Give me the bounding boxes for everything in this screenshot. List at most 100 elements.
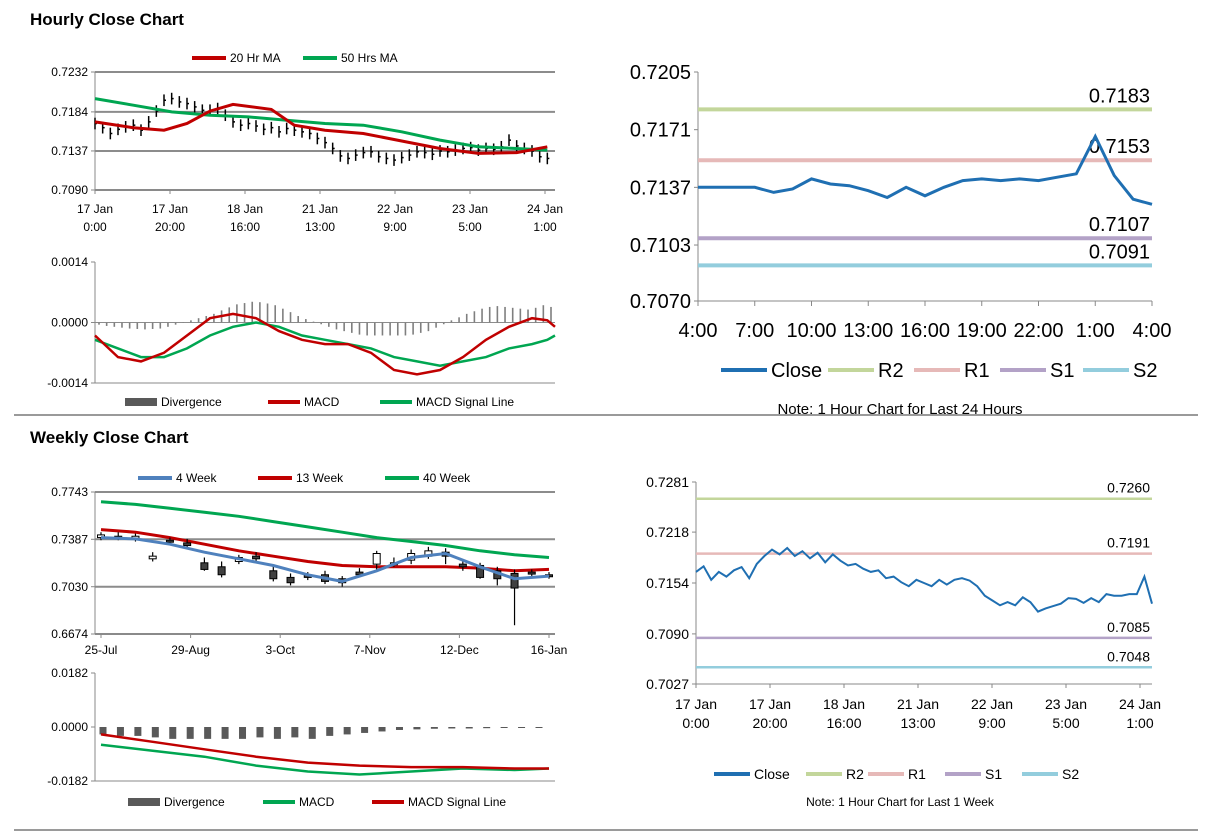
hourly-macd-ytick-label: 0.0014 (51, 255, 88, 269)
weekly-40w-line (100, 500, 550, 559)
hourly-24h-xtick-label: 4:00 (679, 320, 718, 342)
hourly-24h-close-line (698, 133, 1153, 206)
weekly-1w-xtick-label: 21 Jan (897, 696, 939, 712)
hourly-section-title: Hourly Close Chart (30, 10, 184, 29)
weekly-macd-legend-label: Divergence (164, 795, 225, 809)
hourly-price-xtick-label: 9:00 (383, 220, 407, 234)
weekly-1w-ytick-label: 0.7281 (646, 474, 689, 490)
weekly-macd-line (100, 743, 550, 776)
weekly-1w-xtick-label: 16:00 (826, 715, 861, 731)
weekly-4w-line (100, 536, 550, 583)
weekly-macd-ytick-label: 0.0000 (51, 720, 88, 734)
weekly-divergence-bar (186, 727, 194, 739)
hourly-macd-legend-label: Divergence (161, 395, 222, 409)
weekly-price-ytick-label: 0.7387 (51, 532, 88, 546)
hourly-24h-xtick-label: 16:00 (900, 320, 950, 342)
weekly-1w-ytick-label: 0.7090 (646, 626, 689, 642)
weekly-1w-level-label: 0.7085 (1107, 619, 1150, 635)
hourly-24h-xtick-label: 10:00 (786, 320, 836, 342)
weekly-1w-xtick-label: 18 Jan (823, 696, 865, 712)
weekly-price-xtick-label: 12-Dec (440, 643, 479, 657)
weekly-divergence-bar (448, 727, 456, 729)
weekly-divergence-bar (169, 727, 177, 739)
hourly-24h-legend-label: R2 (878, 360, 904, 382)
hourly-24h-xtick-label: 13:00 (843, 320, 893, 342)
weekly-1w-xtick-label: 13:00 (900, 715, 935, 731)
weekly-candle-body (165, 539, 174, 543)
weekly-macd-legend-label: MACD Signal Line (408, 795, 506, 809)
weekly-divergence-bar (430, 727, 438, 729)
hourly-24h-xtick-label: 1:00 (1076, 320, 1115, 342)
weekly-1w-level-label: 0.7260 (1107, 480, 1150, 496)
hourly-macd-ytick-label: -0.0014 (47, 376, 88, 390)
hourly-24h-xtick-label: 4:00 (1133, 320, 1172, 342)
weekly-price-ytick-label: 0.7030 (51, 580, 88, 594)
weekly-divergence-bar (326, 727, 334, 736)
hourly-price-xtick-label: 21 Jan (302, 202, 338, 216)
weekly-divergence-bar (395, 727, 403, 730)
hourly-24h-xtick-label: 7:00 (735, 320, 774, 342)
weekly-1w-level-label: 0.7191 (1107, 535, 1150, 551)
weekly-divergence-bar (291, 727, 299, 738)
hourly-price-xtick-label: 16:00 (230, 220, 260, 234)
weekly-divergence-bar (273, 727, 281, 739)
hourly-24h-ytick-label: 0.7070 (630, 291, 691, 313)
weekly-divergence-bar (483, 727, 491, 729)
weekly-price-ytick-label: 0.7743 (51, 485, 88, 499)
hourly-macd-legend-swatch (125, 398, 157, 406)
weekly-macd-ytick-label: -0.0182 (47, 774, 88, 788)
hourly-24h-ytick-label: 0.7137 (630, 177, 691, 199)
weekly-1w-xtick-label: 5:00 (1052, 715, 1079, 731)
hourly-macd-line (94, 312, 556, 376)
weekly-1w-xtick-label: 23 Jan (1045, 696, 1087, 712)
weekly-macd-ytick-label: 0.0182 (51, 666, 88, 680)
weekly-divergence-bar (239, 727, 247, 739)
hourly-macd-ytick-label: 0.0000 (51, 316, 88, 330)
weekly-1w-level-label: 0.7048 (1107, 648, 1150, 664)
weekly-divergence-bar (413, 727, 421, 730)
hourly-price-xtick-label: 24 Jan (527, 202, 563, 216)
weekly-1w-ytick-label: 0.7218 (646, 524, 689, 540)
weekly-divergence-bar (378, 727, 386, 732)
weekly-1w-ytick-label: 0.7027 (646, 676, 689, 692)
weekly-divergence-bar (256, 727, 264, 738)
weekly-divergence-bar (308, 727, 316, 739)
hourly-24h-legend-label: R1 (964, 360, 990, 382)
weekly-candle-body (269, 570, 278, 580)
weekly-divergence-bar (221, 727, 229, 739)
weekly-divergence-bar (465, 727, 473, 729)
weekly-1w-xtick-label: 22 Jan (971, 696, 1013, 712)
weekly-price-xtick-label: 29-Aug (171, 643, 210, 657)
weekly-price-xtick-label: 3-Oct (266, 643, 296, 657)
hourly-24h-ytick-label: 0.7103 (630, 235, 691, 257)
hourly-price-ytick-label: 0.7090 (51, 183, 88, 197)
hourly-20ma-line (94, 102, 548, 155)
weekly-candle-body (372, 553, 381, 565)
weekly-1w-legend-label: Close (754, 766, 790, 782)
weekly-13w-line (100, 528, 550, 573)
weekly-1w-legend-label: R2 (846, 766, 864, 782)
weekly-1w-note: Note: 1 Hour Chart for Last 1 Week (806, 795, 995, 809)
weekly-1w-legend-label: S2 (1062, 766, 1079, 782)
weekly-candle-body (527, 571, 536, 575)
weekly-candle-body (252, 555, 261, 560)
weekly-macd-legend-label: MACD (299, 795, 335, 809)
weekly-1w-xtick-label: 1:00 (1126, 715, 1153, 731)
weekly-divergence-bar (500, 727, 508, 728)
weekly-price-legend-label: 40 Week (423, 471, 471, 485)
weekly-price-xtick-label: 7-Nov (354, 643, 386, 657)
hourly-50ma-line (94, 97, 548, 152)
hourly-price-xtick-label: 23 Jan (452, 202, 488, 216)
bottom-divider (14, 829, 1198, 831)
hourly-price-legend-label: 50 Hrs MA (341, 51, 398, 65)
hourly-signal-line (94, 321, 556, 367)
hourly-price-xtick-label: 22 Jan (377, 202, 413, 216)
hourly-24h-ytick-label: 0.7171 (630, 120, 691, 142)
weekly-candle-body (286, 576, 295, 584)
hourly-price-xtick-label: 18 Jan (227, 202, 263, 216)
weekly-1w-xtick-label: 24 Jan (1119, 696, 1161, 712)
weekly-price-xtick-label: 25-Jul (85, 643, 118, 657)
hourly-price-xtick-label: 17 Jan (152, 202, 188, 216)
weekly-candle-body (510, 572, 519, 589)
